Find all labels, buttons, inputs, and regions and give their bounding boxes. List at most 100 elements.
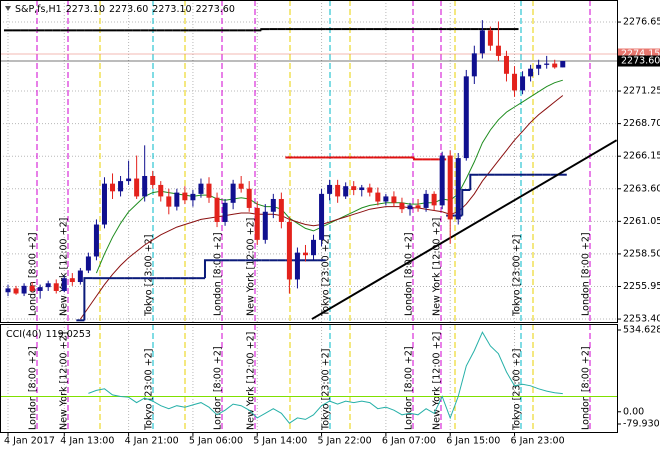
session-label: London [8:00 +2]: [404, 232, 415, 316]
candle-body: [560, 61, 566, 68]
price-tag-label: 2274.15: [621, 48, 660, 59]
candle-body: [262, 211, 268, 240]
y-tick-label: 2271.25: [623, 86, 660, 97]
y-tick-label: 2266.15: [623, 151, 660, 162]
candle-body: [351, 186, 357, 191]
session-label: Tokyo [23:00 +2]: [144, 235, 155, 317]
session-label: London [8:00 +2]: [28, 232, 39, 316]
candle-body: [134, 178, 140, 197]
candle-body: [423, 193, 429, 208]
candle-body: [512, 73, 518, 91]
cci-line: [88, 331, 563, 424]
candle-body: [101, 183, 107, 225]
session-label: Tokyo [23:00 +2]: [144, 349, 155, 431]
session-label: New York [12:00 +2]: [59, 332, 70, 430]
candle-body: [29, 285, 35, 291]
cci-name: CCI(40): [6, 329, 42, 340]
x-tick-label: 5 Jan 14:00: [253, 436, 307, 447]
candle-body: [198, 183, 204, 194]
candle-body: [302, 252, 308, 256]
candle-body: [222, 202, 228, 222]
session-label: New York [12:00 +2]: [432, 332, 443, 430]
candle-body: [45, 283, 51, 288]
x-tick-label: 6 Jan 23:00: [511, 436, 565, 447]
x-tick-label: 5 Jan 06:00: [189, 436, 243, 447]
candle-body: [503, 55, 509, 74]
candle-body: [463, 76, 469, 159]
candle-body: [391, 196, 397, 203]
session-label: London [8:00 +2]: [213, 346, 224, 430]
header: S&P,fs,H1 2273.10 2273.60 2273.10 2273.60: [15, 4, 235, 15]
level-step: [461, 189, 471, 216]
candle-body: [214, 197, 220, 222]
level-step: [83, 277, 93, 321]
level-step: [413, 157, 423, 161]
y-tick-label: -79.9302: [623, 419, 660, 430]
x-tick-label: 6 Jan 07:00: [382, 436, 436, 447]
candle-body: [69, 278, 75, 283]
session-label: Tokyo [23:00 +2]: [512, 349, 523, 431]
candle-body: [278, 198, 284, 222]
session-label: New York [12:00 +2]: [246, 332, 257, 430]
candle-body: [286, 221, 292, 280]
candle-body: [335, 184, 341, 197]
header-value: 2273.10: [152, 4, 191, 15]
x-tick-label: 4 Jan 21:00: [125, 436, 179, 447]
price-pane: London [8:00 +2] New York [12:00 +2] Tokyo…: [1, 1, 617, 322]
x-tick-label: 6 Jan 15:00: [446, 436, 500, 447]
candle-body: [166, 196, 172, 207]
y-tick-label: 2261.05: [623, 216, 660, 227]
candle-body: [455, 158, 461, 220]
axes: 2276.65 2271.25 2268.70 2266.15 2263.60 2261.…: [4, 17, 660, 447]
candle-body: [230, 183, 236, 203]
candle-body: [520, 76, 526, 91]
session-label: London [8:00 +2]: [404, 346, 415, 430]
candle-body: [270, 198, 276, 212]
session-label: London [8:00 +2]: [213, 232, 224, 316]
y-tick-label: 2258.50: [623, 248, 660, 259]
session-label: Tokyo [23:00 +2]: [321, 349, 332, 431]
y-tick-label: 2276.65: [623, 17, 660, 28]
x-tick-label: 4 Jan 13:00: [60, 436, 114, 447]
candle-body: [471, 53, 477, 77]
candle-body: [431, 193, 437, 206]
candle-body: [479, 30, 485, 54]
session-label: London [8:00 +2]: [28, 346, 39, 430]
session-label: Tokyo [23:00 +2]: [512, 235, 523, 317]
cci-value: 119.0253: [46, 329, 91, 340]
header-value: 2273.60: [196, 4, 235, 15]
price-tag-label: 2273.60: [621, 56, 660, 67]
candle-body: [85, 256, 91, 271]
candle-body: [544, 63, 550, 65]
candle-body: [447, 155, 453, 220]
candle-body: [182, 192, 188, 201]
candle-body: [37, 287, 43, 291]
candle-body: [118, 181, 124, 192]
level-step: [469, 173, 479, 191]
candle-body: [367, 187, 373, 193]
candle-body: [142, 175, 148, 197]
candle-body: [158, 184, 164, 197]
y-tick-label: 0.00: [623, 406, 644, 417]
candle-body: [528, 68, 534, 77]
session-label: Tokyo [23:00 +2]: [321, 235, 332, 317]
candle-body: [206, 183, 212, 198]
moving-average: [95, 79, 563, 274]
candle-body: [21, 285, 27, 294]
candle-body: [407, 205, 413, 210]
candle-body: [13, 288, 19, 294]
level-step: [260, 28, 270, 31]
candle-body: [487, 30, 493, 46]
candle-body: [375, 192, 381, 202]
candle-body: [5, 288, 11, 293]
candle-body: [536, 64, 542, 69]
candle-body: [53, 283, 59, 291]
candle-body: [311, 239, 317, 256]
candle-body: [319, 193, 325, 240]
candle-body: [246, 188, 252, 208]
candle-body: [439, 155, 445, 206]
header-value: 2273.10: [66, 4, 105, 15]
header-icon: [5, 6, 11, 11]
x-tick-label: 4 Jan 2017: [4, 436, 55, 447]
price-tag: [618, 48, 660, 60]
